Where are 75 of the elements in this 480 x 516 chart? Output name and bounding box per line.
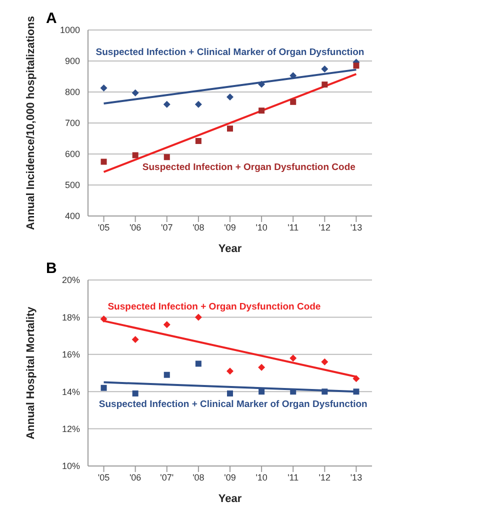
y-tick-label: 600 — [64, 149, 80, 160]
x-tick-label: '11 — [288, 472, 299, 482]
point — [226, 368, 234, 375]
point — [226, 93, 234, 100]
point — [132, 390, 138, 396]
point — [352, 375, 360, 382]
y-tick-label: 800 — [64, 87, 80, 98]
point — [227, 126, 233, 132]
point — [132, 152, 138, 158]
point — [227, 390, 233, 396]
y-axis-title: Annual Incidence/10,000 hospitalizations — [24, 16, 37, 230]
point — [195, 138, 202, 144]
y-tick-label: 10% — [62, 461, 80, 472]
x-tick-label: '12 — [318, 222, 331, 232]
x-tick-label: '10 — [256, 222, 268, 232]
y-tick-label: 900 — [64, 56, 80, 66]
x-tick-label: '10 — [256, 472, 268, 482]
point — [321, 358, 328, 366]
y-tick-label: 12% — [62, 424, 80, 434]
y-tick-label: 1000 — [60, 25, 80, 36]
chart-title: B — [46, 260, 57, 277]
y-tick-label: 400 — [64, 211, 80, 222]
point — [258, 108, 265, 114]
point — [353, 62, 360, 69]
x-tick-label: '13 — [350, 222, 362, 232]
x-tick-label: '06 — [129, 222, 142, 232]
point — [100, 158, 107, 165]
series-label: Suspected Infection + Organ Dysfunction Code — [142, 162, 356, 173]
point — [258, 80, 266, 88]
x-tick-label: '08 — [192, 222, 204, 232]
x-tick-label: '07' — [160, 472, 174, 482]
x-tick-label: '11 — [288, 222, 299, 232]
point — [194, 100, 202, 108]
point — [100, 384, 107, 391]
point — [353, 388, 360, 395]
point — [290, 72, 297, 80]
y-tick-label: 500 — [64, 180, 80, 190]
point — [164, 372, 170, 378]
series-label: Suspected Infection + Clinical Marker of Organ Dysfunction — [98, 399, 368, 410]
point — [164, 154, 170, 160]
x-tick-label: '07 — [161, 222, 173, 232]
point — [258, 388, 265, 395]
point — [322, 388, 328, 395]
x-tick-label: '05 — [98, 472, 110, 482]
point — [322, 82, 328, 88]
y-tick-label: 20% — [62, 275, 80, 286]
y-tick-label: 16% — [62, 350, 80, 360]
chart-title: A — [46, 10, 57, 27]
point — [290, 354, 297, 362]
y-tick-label: 14% — [62, 386, 80, 397]
point — [290, 98, 296, 105]
x-tick-label: '09 — [224, 222, 236, 232]
x-tick-label: '05 — [98, 222, 110, 232]
y-tick-label: 18% — [62, 312, 80, 322]
x-axis-title: Year — [218, 243, 242, 255]
y-tick-label: 700 — [64, 118, 80, 128]
x-tick-label: '12 — [318, 472, 331, 482]
point — [258, 364, 266, 371]
point — [163, 100, 170, 108]
point — [163, 321, 170, 328]
point — [321, 66, 328, 73]
x-axis-title: Year — [218, 493, 242, 505]
x-tick-label: '13 — [350, 472, 362, 482]
point — [195, 360, 202, 367]
x-tick-label: '06 — [129, 472, 142, 482]
x-tick-label: '09 — [224, 472, 236, 482]
point — [100, 316, 108, 323]
point — [194, 314, 202, 321]
point — [132, 336, 139, 344]
series-label: Suspected Infection + Clinical Marker of Organ Dysfunction — [96, 47, 364, 58]
y-axis-title: Annual Hospital Mortality — [24, 306, 37, 440]
point — [100, 84, 108, 92]
point — [132, 89, 139, 96]
series-label: Suspected Infection + Organ Dysfunction Code — [108, 301, 321, 312]
x-tick-label: '08 — [192, 472, 204, 482]
